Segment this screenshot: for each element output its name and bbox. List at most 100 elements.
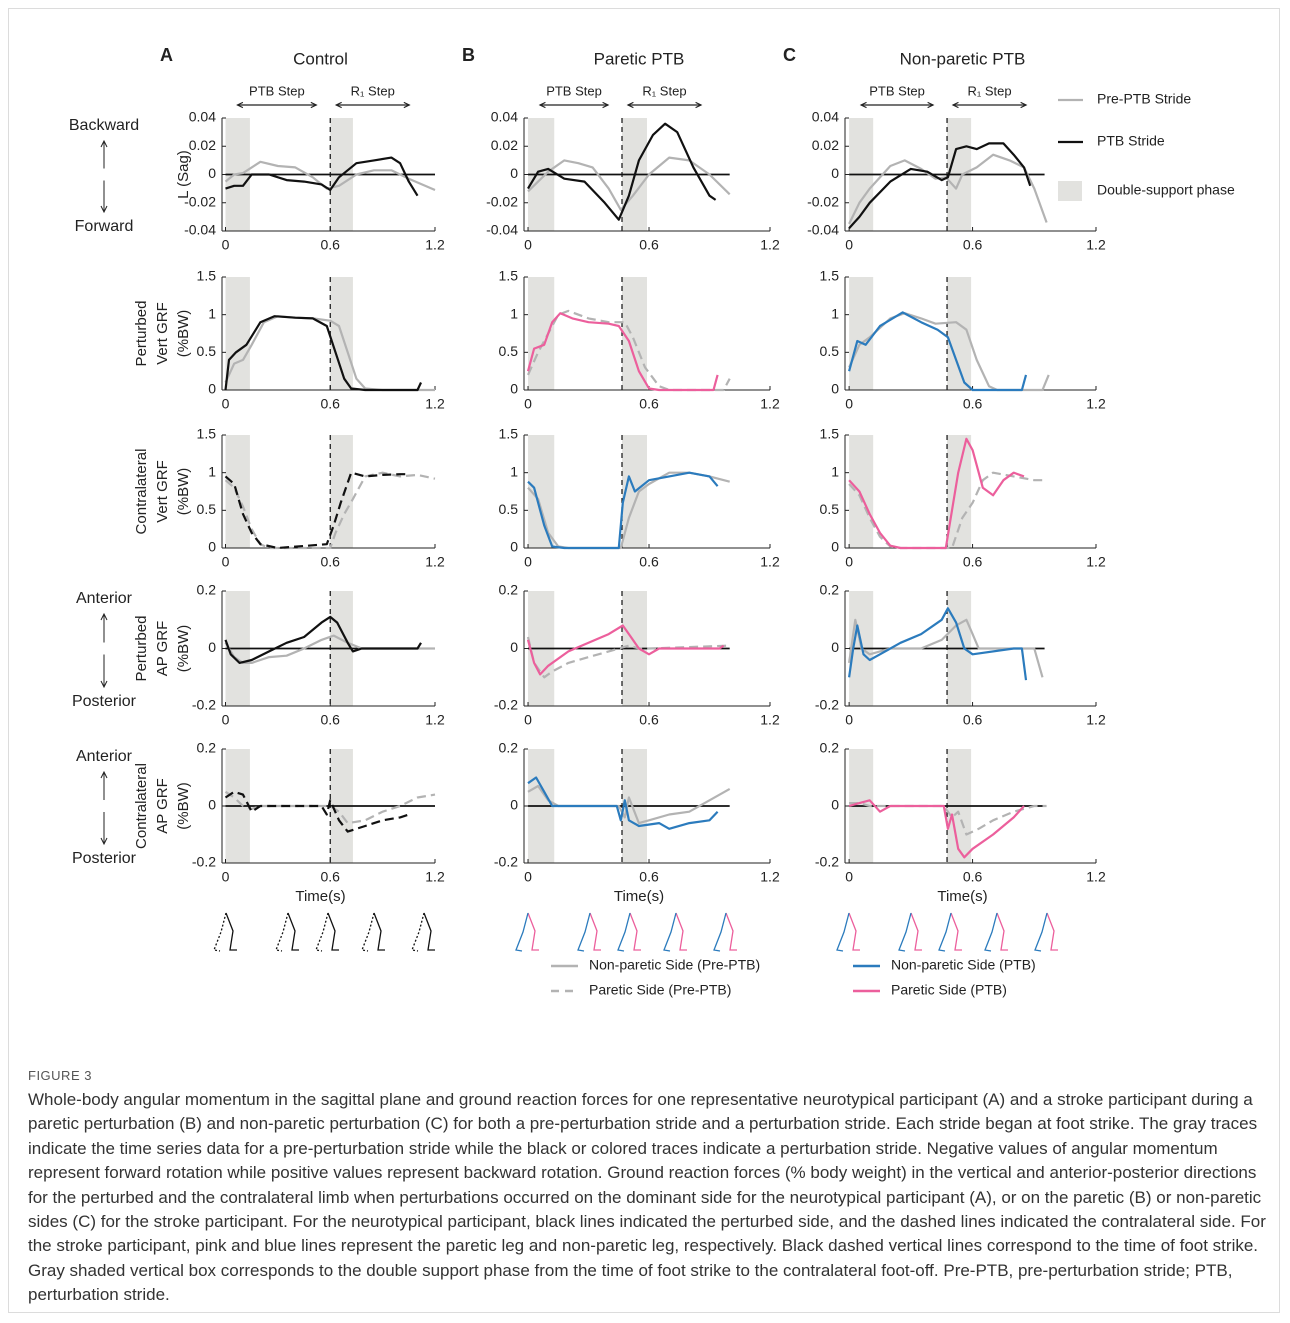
x-tick-label: 0 [845, 712, 853, 728]
double-support-shade [849, 277, 873, 390]
x-axis-label: Time(s) [295, 888, 345, 905]
direction-label: Posterior [72, 693, 137, 710]
series-line [226, 473, 409, 548]
y-tick-label: 0 [831, 797, 839, 813]
column-title: Paretic PTB [594, 49, 685, 68]
series-line [849, 800, 1024, 857]
x-tick-label: 0 [524, 396, 532, 412]
y-tick-label: 0.02 [189, 137, 216, 153]
column-title: Non-paretic PTB [900, 49, 1026, 68]
stick-figure [618, 913, 630, 951]
y-tick-label: 0 [831, 539, 839, 555]
y-tick-label: -0.02 [486, 193, 518, 209]
stick-figure [528, 913, 539, 950]
x-tick-label: 0 [845, 869, 853, 885]
x-tick-label: 0.6 [321, 237, 341, 253]
stick-figure [1035, 913, 1047, 951]
step-label: R₁ Step [642, 83, 686, 98]
y-tick-label: -0.2 [815, 854, 839, 870]
y-axis-label: Perturbed [133, 616, 150, 682]
y-tick-label: -0.04 [184, 222, 216, 238]
y-axis-label: (%BW) [175, 625, 192, 673]
y-tick-label: 0.02 [491, 137, 518, 153]
x-tick-label: 1.2 [760, 554, 780, 570]
y-tick-label: 0 [831, 165, 839, 181]
y-tick-label: 0.2 [197, 582, 217, 598]
x-tick-label: 0 [222, 712, 230, 728]
direction-label: Anterior [76, 590, 133, 607]
x-tick-label: 1.2 [1086, 237, 1106, 253]
y-tick-label: -0.2 [494, 854, 518, 870]
x-tick-label: 0.6 [321, 712, 341, 728]
series-line [849, 143, 1030, 228]
x-tick-label: 1.2 [1086, 396, 1106, 412]
y-tick-label: 0 [831, 639, 839, 655]
y-tick-label: 1.5 [820, 268, 840, 284]
stick-figure [951, 913, 962, 950]
y-tick-label: 0.5 [820, 501, 840, 517]
x-tick-label: 1.2 [1086, 554, 1106, 570]
y-tick-label: 0 [510, 797, 518, 813]
stick-figure [911, 913, 922, 950]
y-tick-label: 0 [208, 539, 216, 555]
y-tick-label: 0 [208, 639, 216, 655]
series-line [226, 158, 418, 196]
x-tick-label: 0 [222, 869, 230, 885]
x-axis-label: Time(s) [614, 888, 664, 905]
double-support-shade [528, 277, 554, 390]
x-tick-label: 0.6 [639, 869, 659, 885]
stick-figure [997, 913, 1008, 950]
x-tick-label: 0.6 [639, 237, 659, 253]
y-tick-label: 0.5 [820, 343, 840, 359]
legend-label: Non-paretic Side (PTB) [891, 957, 1036, 973]
stick-figure [837, 913, 849, 951]
y-tick-label: -0.02 [807, 193, 839, 209]
y-tick-label: -0.2 [192, 854, 216, 870]
y-axis-label: Vert GRF [154, 302, 171, 365]
x-tick-label: 0.6 [639, 712, 659, 728]
y-axis-label: AP GRF [154, 621, 171, 677]
stick-figure [590, 913, 601, 950]
x-tick-label: 0.6 [639, 554, 659, 570]
double-support-shade [225, 435, 249, 548]
double-support-shade [622, 277, 647, 390]
y-tick-label: -0.2 [815, 697, 839, 713]
panel-label: C [783, 45, 796, 65]
y-tick-label: 1 [208, 463, 216, 479]
x-tick-label: 0.6 [639, 396, 659, 412]
panel-label: A [160, 45, 173, 65]
stick-figure [316, 913, 328, 951]
series-line [849, 439, 1024, 548]
x-tick-label: 1.2 [425, 237, 445, 253]
y-tick-label: 0.02 [812, 137, 839, 153]
stick-figure [214, 913, 226, 951]
direction-label: Backward [69, 117, 139, 134]
step-label: R₁ Step [967, 83, 1011, 98]
column-title: Control [293, 49, 348, 68]
stick-figure [288, 913, 299, 950]
x-tick-label: 1.2 [425, 396, 445, 412]
stick-figure [578, 913, 590, 951]
y-tick-label: 0.04 [812, 109, 839, 125]
x-tick-label: 1.2 [760, 237, 780, 253]
x-tick-label: 1.2 [760, 712, 780, 728]
x-tick-label: 0 [524, 554, 532, 570]
y-axis-label: (%BW) [175, 782, 192, 830]
y-tick-label: 0 [510, 381, 518, 397]
y-tick-label: 1 [831, 463, 839, 479]
x-axis-label: Time(s) [937, 888, 987, 905]
figure-caption: Whole-body angular momentum in the sagit… [28, 1088, 1268, 1308]
y-axis-label: L (Sag) [175, 150, 192, 199]
stick-figure [985, 913, 997, 951]
stick-figure [424, 913, 435, 950]
y-tick-label: 0.2 [197, 740, 217, 756]
x-tick-label: 0 [222, 396, 230, 412]
y-tick-label: 0.5 [197, 501, 217, 517]
y-tick-label: 0.2 [499, 740, 519, 756]
x-tick-label: 1.2 [760, 869, 780, 885]
y-tick-label: 0.2 [820, 740, 840, 756]
x-tick-label: 0.6 [963, 554, 983, 570]
stick-figure [276, 913, 288, 951]
y-tick-label: 1.5 [197, 426, 217, 442]
y-axis-label: (%BW) [175, 310, 192, 358]
